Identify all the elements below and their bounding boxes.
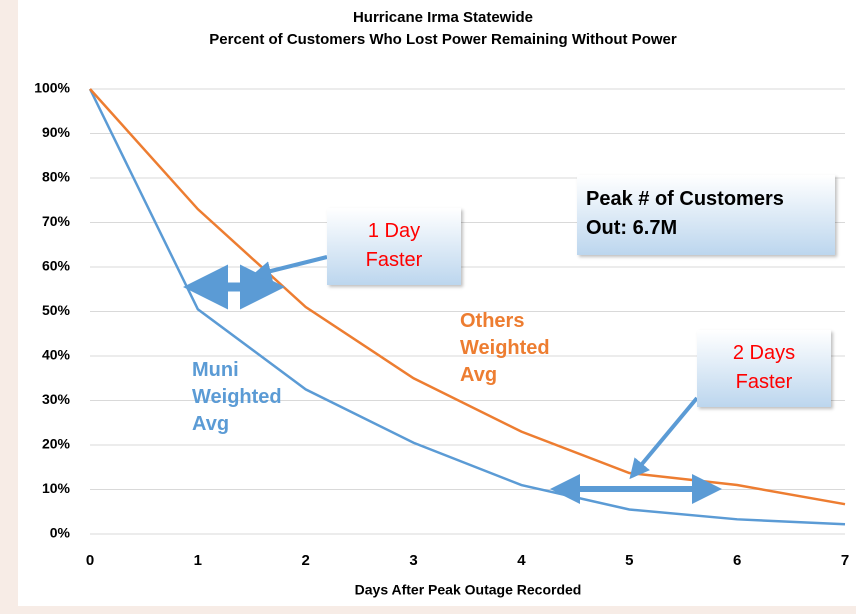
chart-background (18, 0, 856, 606)
annotation-box: 1 Day Faster (327, 208, 461, 285)
x-tick-label: 6 (733, 552, 741, 569)
x-tick-label: 2 (302, 552, 310, 569)
y-tick-label: 0% (50, 525, 71, 541)
pointer-arrow (629, 396, 699, 480)
y-tick-label: 90% (42, 124, 71, 140)
x-tick-label: 0 (86, 552, 94, 569)
y-tick-label: 40% (42, 347, 71, 363)
x-axis-label: Days After Peak Outage Recorded (355, 582, 582, 598)
annotation-box: 2 Days Faster (697, 330, 831, 407)
annotation-text: Peak # of Customers (586, 188, 784, 210)
annotation-text: 2 Days (732, 342, 796, 364)
chart-title: Hurricane Irma Statewide (353, 9, 533, 26)
y-tick-label: 10% (42, 480, 71, 496)
chart-subtitle: Percent of Customers Who Lost Power Rema… (209, 31, 677, 48)
y-tick-label: 70% (42, 213, 71, 229)
pointer-arrow (251, 255, 328, 281)
annotation-text: Faster (365, 249, 423, 271)
annotation-box: Peak # of Customers Out: 6.7M (577, 175, 835, 255)
x-tick-label: 1 (194, 552, 202, 569)
x-tick-label: 3 (409, 552, 417, 569)
y-tick-label: 80% (42, 169, 71, 185)
y-tick-label: 60% (42, 258, 71, 274)
annotation-text: 1 Day (367, 220, 421, 242)
x-tick-label: 4 (517, 552, 526, 569)
y-tick-label: 20% (42, 436, 71, 452)
annotation-text: Faster (735, 371, 793, 393)
y-tick-label: 50% (42, 302, 71, 318)
annotation-text: Out: 6.7M (586, 217, 678, 239)
series-label: Others Weighted Avg (460, 310, 550, 386)
series-label: Muni Weighted Avg (192, 359, 282, 435)
x-tick-label: 7 (841, 552, 849, 569)
y-tick-label: 30% (42, 391, 71, 407)
x-tick-label: 5 (625, 552, 633, 569)
data-line (88, 88, 846, 526)
y-tick-label: 100% (34, 80, 70, 96)
